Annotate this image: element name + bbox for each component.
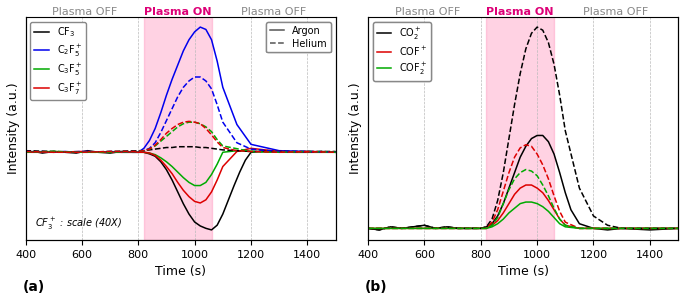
Legend: Argon, Helium: Argon, Helium	[266, 22, 331, 52]
Text: Plasma ON: Plasma ON	[144, 7, 212, 17]
Text: Plasma OFF: Plasma OFF	[52, 7, 117, 17]
X-axis label: Time (s): Time (s)	[497, 265, 549, 278]
Text: Plasma ON: Plasma ON	[486, 7, 554, 17]
Text: $\it{CF_3^+}$ : scale (40X): $\it{CF_3^+}$ : scale (40X)	[35, 215, 122, 232]
Y-axis label: Intensity (a.u.): Intensity (a.u.)	[7, 83, 20, 174]
Text: Plasma OFF: Plasma OFF	[241, 7, 306, 17]
Text: (a): (a)	[23, 280, 45, 294]
X-axis label: Time (s): Time (s)	[155, 265, 206, 278]
Bar	[486, 17, 554, 240]
Text: Plasma OFF: Plasma OFF	[395, 7, 460, 17]
Bar	[144, 17, 212, 240]
Text: (b): (b)	[365, 280, 388, 294]
Y-axis label: Intensity (a.u.): Intensity (a.u.)	[349, 83, 362, 174]
Legend: CO$_2^+$, COF$^+$, COF$_2^+$: CO$_2^+$, COF$^+$, COF$_2^+$	[373, 22, 432, 81]
Text: Plasma OFF: Plasma OFF	[584, 7, 649, 17]
